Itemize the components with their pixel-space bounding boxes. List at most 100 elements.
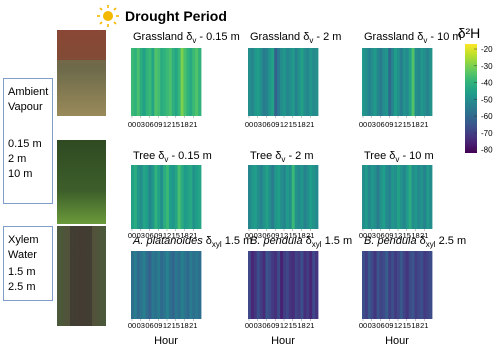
heat-stripe <box>408 251 412 319</box>
heat-stripe <box>177 251 181 319</box>
heat-stripe <box>379 48 383 116</box>
heat-stripe <box>268 251 272 319</box>
heat-stripe <box>131 165 135 229</box>
heat-stripe <box>189 165 193 229</box>
heat-stripe <box>171 165 176 229</box>
heat-stripe <box>364 251 369 319</box>
x-tick-label: 18 <box>297 120 305 129</box>
heat-stripe <box>250 48 255 116</box>
x-tick-label: 00 <box>245 321 253 330</box>
heat-stripe <box>315 48 319 116</box>
heat-stripe <box>303 48 307 116</box>
x-tick-label: 18 <box>411 321 419 330</box>
heat-stripe <box>195 48 199 116</box>
heat-stripe <box>394 251 398 319</box>
heat-stripe <box>364 165 369 229</box>
heat-stripe <box>259 165 263 229</box>
heat-stripe <box>283 165 287 229</box>
heat-stripe <box>297 251 301 319</box>
heat-stripe <box>309 165 313 229</box>
heat-stripe <box>370 48 375 116</box>
heat-stripe <box>157 251 161 319</box>
x-tick-label: 18 <box>297 321 305 330</box>
colorbar-tick-label: -60 <box>481 112 493 121</box>
x-tick-label: 06 <box>262 231 270 240</box>
heat-stripe <box>268 165 272 229</box>
x-tick-label: 18 <box>297 231 305 240</box>
heat-stripe <box>198 48 202 116</box>
panel-title-sub: v <box>192 36 196 45</box>
panel-title-prefix: B. pendula <box>364 235 417 247</box>
x-tick-label: 00 <box>128 321 136 330</box>
group-title: Xylem <box>8 234 39 246</box>
heat-stripe <box>142 251 146 319</box>
heat-stripe <box>171 48 176 116</box>
x-tick-label: 03 <box>137 321 145 330</box>
x-tick-label: 12 <box>394 321 402 330</box>
heat-stripe <box>151 165 155 229</box>
heat-stripe <box>250 251 255 319</box>
heat-stripe <box>426 251 430 319</box>
heat-stripe <box>171 251 176 319</box>
x-tick-label: 06 <box>376 231 384 240</box>
panel-title: B. pendula δxyl 2.5 m <box>364 235 466 249</box>
panel-title-sub: xyl <box>426 240 436 249</box>
panel-title-symbol: δ <box>206 235 212 247</box>
x-tick-label: 12 <box>163 120 171 129</box>
group-height: 2 m <box>8 153 26 165</box>
heat-stripe <box>271 165 275 229</box>
group-height: 1.5 m <box>8 266 36 278</box>
heat-stripe <box>157 165 161 229</box>
panel-title: Grassland δv - 2 m <box>250 31 341 45</box>
panel-title-prefix: Grassland <box>364 31 417 43</box>
group-title: Vapour <box>8 101 43 113</box>
x-tick-label: 21 <box>420 321 428 330</box>
heat-stripe <box>198 251 202 319</box>
heat-stripe <box>166 165 170 229</box>
heat-stripe <box>163 165 167 229</box>
panel-title: Grassland δv - 10 m <box>364 31 462 45</box>
heat-stripe <box>253 251 258 319</box>
x-tick-label: 09 <box>154 321 162 330</box>
heat-stripe <box>192 251 196 319</box>
heat-stripe <box>174 48 179 116</box>
heat-stripe <box>379 165 383 229</box>
heat-stripe <box>148 165 152 229</box>
x-tick-label: 12 <box>163 321 171 330</box>
heat-stripe <box>303 251 307 319</box>
x-tick-label: 00 <box>245 120 253 129</box>
heat-stripe <box>315 251 319 319</box>
x-axis-label: Hour <box>271 335 295 347</box>
x-tick-label: 00 <box>128 231 136 240</box>
x-tick-label: 06 <box>376 120 384 129</box>
x-tick-label: 06 <box>145 231 153 240</box>
x-tick-label: 06 <box>262 120 270 129</box>
heat-stripe <box>253 48 258 116</box>
x-tick-label: 21 <box>189 231 197 240</box>
colorbar-tick-label: -20 <box>481 45 493 54</box>
heat-stripe <box>367 251 372 319</box>
heat-stripe <box>402 165 407 229</box>
heat-stripe <box>391 48 395 116</box>
figure-title: Drought Period <box>125 8 227 24</box>
x-tick-label: 09 <box>154 120 162 129</box>
x-tick-label: 03 <box>368 231 376 240</box>
heat-stripe <box>192 165 196 229</box>
panel-title-suffix: 1.5 m <box>222 235 253 247</box>
heat-stripe <box>256 251 261 319</box>
heat-stripe <box>423 251 427 319</box>
heat-stripe <box>379 251 383 319</box>
heat-stripe <box>300 48 304 116</box>
x-tick-label: 00 <box>359 120 367 129</box>
heat-stripe <box>408 48 412 116</box>
x-tick-label: 15 <box>403 231 411 240</box>
x-tick-label: 00 <box>245 231 253 240</box>
heat-stripe <box>414 251 418 319</box>
x-tick-label: 18 <box>180 231 188 240</box>
heat-stripe <box>280 165 284 229</box>
x-tick-label: 12 <box>394 120 402 129</box>
panel-title-prefix: B. pendula <box>250 235 303 247</box>
panel-title-symbol: δ <box>186 31 192 43</box>
heat-stripe <box>411 165 415 229</box>
heat-stripe <box>402 48 407 116</box>
